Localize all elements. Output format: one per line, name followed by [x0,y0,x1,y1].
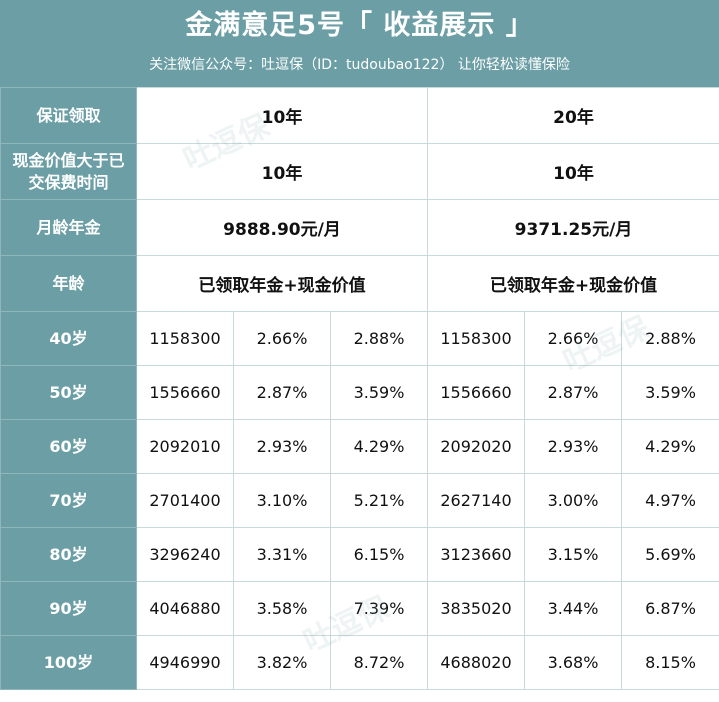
label-annuity: 月龄年金 [0,199,137,256]
cell-b-r2: 5.69% [621,527,719,582]
cell-a-r2: 4.29% [330,419,428,474]
cell-a-value: 2092010 [136,419,234,474]
age-label: 50岁 [0,365,137,420]
cell-b-r1: 3.44% [524,581,622,636]
benefit-table: 保证领取 10年 20年 现金价值大于已交保费时间 10年 10年 月龄年金 9… [0,87,719,690]
row-cash-value: 现金价值大于已交保费时间 10年 10年 [0,143,719,200]
cell-b-value: 4688020 [427,635,525,690]
cell-b-r1: 2.66% [524,311,622,366]
cell-a-r2: 7.39% [330,581,428,636]
cell-a-value: 3296240 [136,527,234,582]
annuity-plan-a: 9888.90元/月 [136,199,428,256]
table-row: 80岁 3296240 3.31% 6.15% 3123660 3.15% 5.69% [0,527,719,582]
page-title: 金满意足5号「 收益展示 」 [185,10,534,41]
cell-a-r1: 2.87% [233,365,331,420]
age-label: 100岁 [0,635,137,690]
cell-b-value: 1158300 [427,311,525,366]
cell-b-value: 1556660 [427,365,525,420]
cell-b-r2: 4.29% [621,419,719,474]
cell-b-r2: 8.15% [621,635,719,690]
label-cash-value: 现金价值大于已交保费时间 [0,143,137,200]
cell-b-r1: 3.15% [524,527,622,582]
cell-a-value: 4046880 [136,581,234,636]
cell-a-r1: 3.31% [233,527,331,582]
cell-a-value: 1158300 [136,311,234,366]
cell-b-r2: 6.87% [621,581,719,636]
cell-a-r1: 3.82% [233,635,331,690]
age-header-plan-b: 已领取年金+现金价值 [427,255,719,312]
label-age: 年龄 [0,255,137,312]
table-row: 70岁 2701400 3.10% 5.21% 2627140 3.00% 4.97% [0,473,719,528]
cell-a-r1: 2.66% [233,311,331,366]
table-row: 100岁 4946990 3.82% 8.72% 4688020 3.68% 8.15% [0,635,719,690]
cell-a-r2: 3.59% [330,365,428,420]
cell-a-r1: 2.93% [233,419,331,474]
cell-b-r2: 2.88% [621,311,719,366]
annuity-plan-b: 9371.25元/月 [427,199,719,256]
table-row: 40岁 1158300 2.66% 2.88% 1158300 2.66% 2.88% [0,311,719,366]
cell-b-r1: 3.68% [524,635,622,690]
row-guarantee: 保证领取 10年 20年 [0,87,719,144]
cell-b-r1: 3.00% [524,473,622,528]
table-row: 50岁 1556660 2.87% 3.59% 1556660 2.87% 3.59% [0,365,719,420]
cell-b-r2: 4.97% [621,473,719,528]
page-subtitle: 关注微信公众号：吐逗保（ID：tudoubao122） 让你轻松读懂保险 [149,57,570,73]
cell-b-value: 2092020 [427,419,525,474]
age-header-plan-a: 已领取年金+现金价值 [136,255,428,312]
cell-a-r2: 2.88% [330,311,428,366]
row-age-header: 年龄 已领取年金+现金价值 已领取年金+现金价值 [0,255,719,312]
age-label: 60岁 [0,419,137,474]
cash-value-plan-b: 10年 [427,143,719,200]
cell-a-r2: 5.21% [330,473,428,528]
cell-b-value: 3123660 [427,527,525,582]
row-annuity: 月龄年金 9888.90元/月 9371.25元/月 [0,199,719,256]
cell-b-value: 3835020 [427,581,525,636]
table-row: 90岁 4046880 3.58% 7.39% 3835020 3.44% 6.87% [0,581,719,636]
cell-b-value: 2627140 [427,473,525,528]
table-row: 60岁 2092010 2.93% 4.29% 2092020 2.93% 4.29% [0,419,719,474]
cell-a-value: 2701400 [136,473,234,528]
label-guarantee: 保证领取 [0,87,137,144]
cell-a-value: 4946990 [136,635,234,690]
age-label: 70岁 [0,473,137,528]
cell-a-r2: 8.72% [330,635,428,690]
cell-a-r2: 6.15% [330,527,428,582]
cell-a-r1: 3.10% [233,473,331,528]
age-label: 90岁 [0,581,137,636]
header-banner: 金满意足5号「 收益展示 」 关注微信公众号：吐逗保（ID：tudoubao12… [0,0,719,87]
cash-value-plan-a: 10年 [136,143,428,200]
guarantee-plan-a: 10年 [136,87,428,144]
age-label: 40岁 [0,311,137,366]
guarantee-plan-b: 20年 [427,87,719,144]
cell-a-value: 1556660 [136,365,234,420]
age-label: 80岁 [0,527,137,582]
cell-b-r1: 2.93% [524,419,622,474]
cell-b-r2: 3.59% [621,365,719,420]
cell-a-r1: 3.58% [233,581,331,636]
cell-b-r1: 2.87% [524,365,622,420]
